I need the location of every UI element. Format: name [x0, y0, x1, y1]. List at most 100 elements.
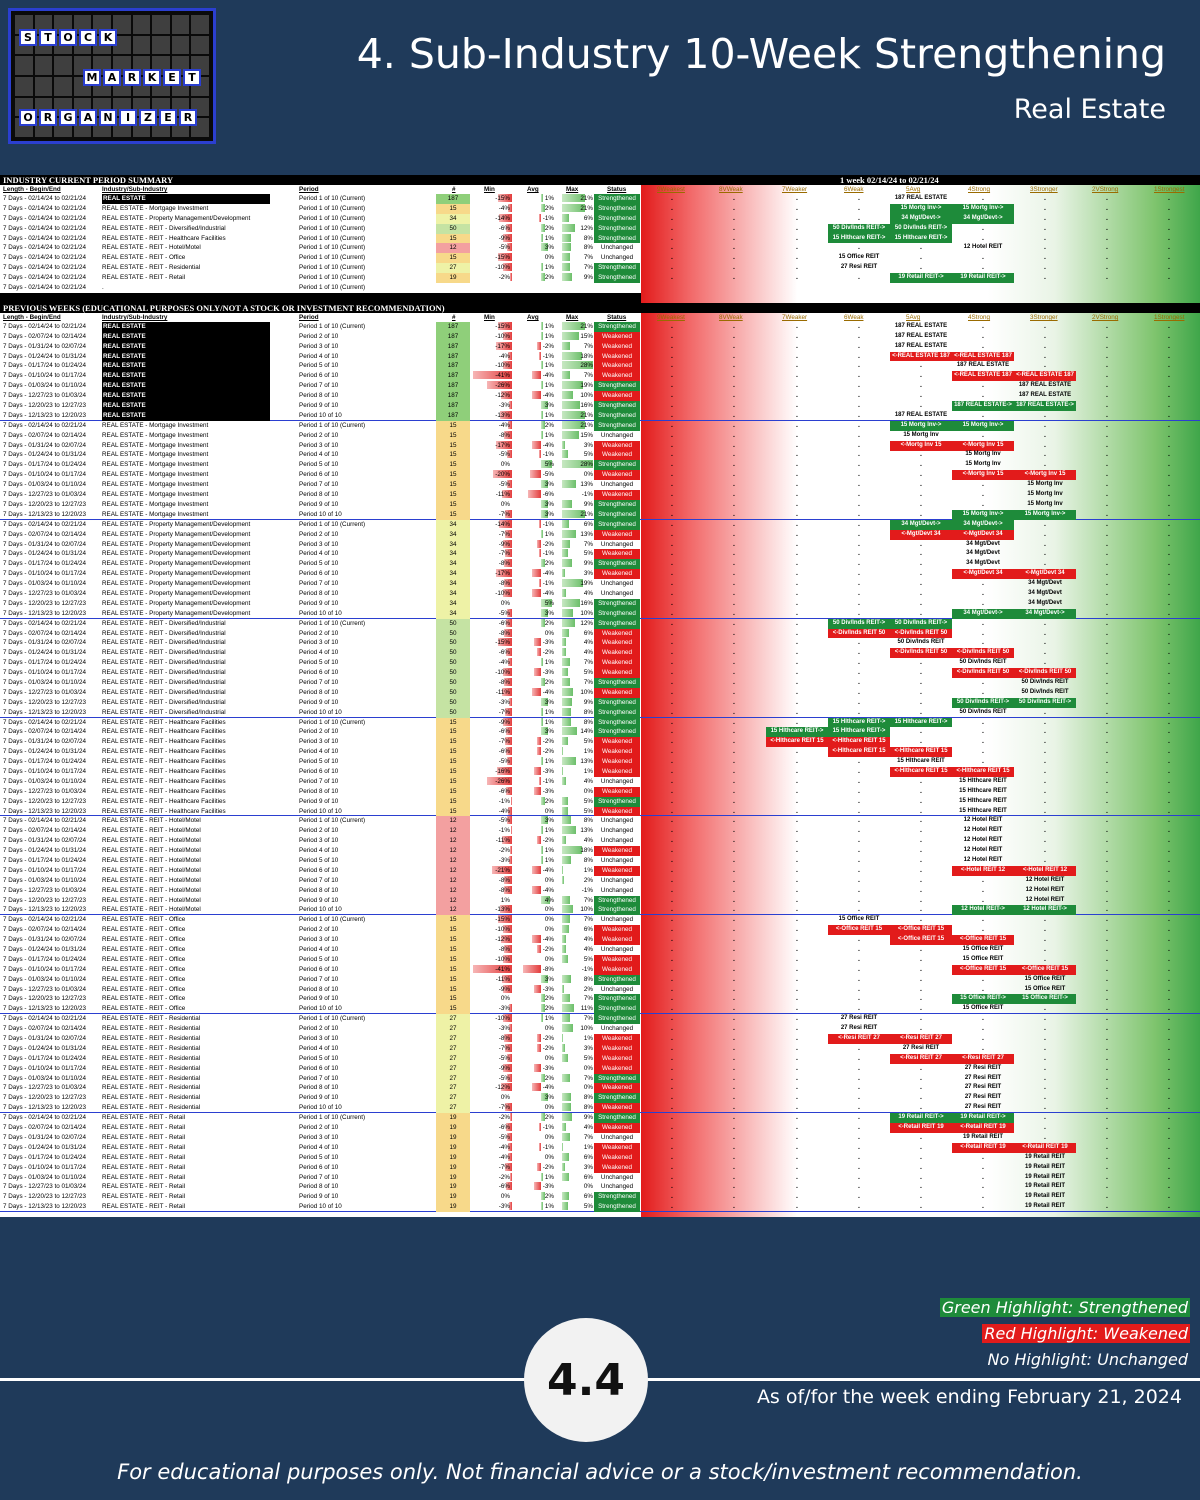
- position-marker: 19 Retail REIT->: [890, 1113, 952, 1124]
- avg-bar: [541, 1202, 544, 1211]
- scale-dot: .: [733, 1173, 735, 1181]
- scale-dot: .: [671, 1153, 673, 1161]
- scale-dot: .: [1106, 500, 1108, 508]
- row-count: 27: [436, 1043, 470, 1054]
- scale-dot: .: [982, 886, 984, 894]
- row-date-range: 7 Days - 01/24/24 to 01/31/24: [3, 1143, 86, 1151]
- scale-dot: .: [671, 274, 673, 282]
- scale-dot: .: [796, 411, 798, 419]
- scale-dot: .: [1168, 1035, 1170, 1043]
- row-period: Period 2 of 10: [299, 827, 339, 835]
- min-bar: [502, 588, 512, 597]
- row-date-range: 7 Days - 01/17/24 to 01/24/24: [3, 362, 86, 370]
- scale-dot: .: [1168, 451, 1170, 459]
- avg-bar: [541, 1192, 546, 1201]
- row-period: Period 10 of 10: [299, 1203, 342, 1211]
- position-marker: 27 Resi REIT: [840, 264, 878, 271]
- row-min: -9%: [498, 718, 510, 726]
- scale-dot: .: [796, 214, 798, 222]
- scale-dot: .: [733, 955, 735, 963]
- table-row: 7 Days - 02/07/24 to 02/14/24 REAL ESTATE…: [0, 826, 1200, 837]
- row-date-range: 7 Days - 01/24/24 to 01/31/24: [3, 946, 86, 954]
- row-count: 12: [436, 885, 470, 896]
- row-count: 15: [436, 499, 470, 510]
- max-bar: [562, 1192, 569, 1201]
- scale-dot: .: [733, 402, 735, 410]
- row-date-range: 7 Days - 12/20/23 to 12/27/23: [3, 402, 86, 410]
- avg-bar: [538, 1123, 541, 1132]
- scale-dot: .: [1044, 195, 1046, 202]
- scale-dot: .: [671, 1163, 673, 1171]
- scale-dot: .: [858, 362, 860, 370]
- row-industry: REAL ESTATE: [102, 194, 270, 204]
- scale-dot: .: [858, 461, 860, 469]
- row-count: 19: [436, 273, 470, 284]
- scale-dot: .: [733, 471, 735, 479]
- scale-dot: .: [671, 787, 673, 795]
- max-bar: [562, 796, 568, 805]
- row-avg: 2%: [544, 421, 554, 429]
- row-period: Period 5 of 10: [299, 955, 339, 963]
- logo-tile: [132, 15, 151, 34]
- row-status: Unchanged: [600, 589, 634, 597]
- row-min: -4%: [498, 421, 510, 429]
- row-avg: 4%: [544, 896, 554, 904]
- row-max: -1%: [581, 491, 593, 499]
- scale-dot: .: [1044, 936, 1046, 944]
- row-count: 15: [436, 757, 470, 767]
- row-max: 10%: [580, 906, 593, 914]
- row-avg: -2%: [542, 1163, 554, 1171]
- scale-dot: .: [920, 946, 922, 954]
- scale-dot: .: [1168, 441, 1170, 449]
- scale-dot: .: [1044, 777, 1046, 785]
- row-status: Weakened: [594, 1152, 640, 1163]
- logo-letter: E: [163, 69, 181, 86]
- row-min: -11%: [495, 837, 510, 845]
- row-industry: REAL ESTATE - REIT - Hotel/Motel: [102, 817, 201, 825]
- scale-dot: .: [920, 244, 922, 252]
- scale-dot: .: [858, 1104, 860, 1112]
- row-period: Period 3 of 10: [299, 738, 339, 746]
- scale-dot: .: [1106, 688, 1108, 696]
- row-count: 34: [436, 213, 470, 224]
- scale-dot: .: [733, 728, 735, 736]
- max-bar: [562, 440, 566, 449]
- row-industry: REAL ESTATE - Property Management/Develo…: [102, 550, 251, 558]
- scale-dot: .: [982, 1193, 984, 1201]
- row-avg: -1%: [542, 1124, 554, 1132]
- position-marker: <-Hlthcare REIT 15: [890, 747, 952, 758]
- scale-dot: .: [671, 402, 673, 410]
- scale-dot: .: [858, 431, 860, 439]
- scale-dot: .: [1106, 481, 1108, 489]
- min-bar: [503, 717, 512, 726]
- row-industry: REAL ESTATE - Property Management/Develo…: [102, 530, 251, 538]
- avg-bar: [541, 1004, 546, 1013]
- row-status: Strengthened: [594, 499, 640, 510]
- row-industry: REAL ESTATE - REIT - Diversified/Industr…: [102, 659, 226, 667]
- row-period: Period 9 of 10: [299, 995, 339, 1003]
- row-industry: REAL ESTATE - REIT - Office: [102, 975, 186, 983]
- row-min: -41%: [495, 965, 510, 973]
- scale-dot: .: [982, 639, 984, 647]
- scale-dot: .: [671, 1005, 673, 1013]
- row-industry: REAL ESTATE - REIT - Hotel/Motel: [102, 837, 201, 845]
- position-marker: 19 Retail REIT: [1024, 1153, 1065, 1160]
- position-marker: 34 Mgt/Devt: [1028, 580, 1062, 587]
- scale-dot: .: [858, 688, 860, 696]
- max-bar: [562, 915, 570, 924]
- scale-dot: .: [1168, 500, 1170, 508]
- row-industry: REAL ESTATE - REIT - Office: [102, 995, 186, 1003]
- scale-dot: .: [733, 392, 735, 400]
- position-marker: 27 Resi REIT: [964, 1104, 1002, 1111]
- row-max: 19%: [580, 580, 593, 588]
- row-max: 3%: [583, 570, 593, 578]
- row-date-range: 7 Days - 02/14/24 to 02/21/24: [3, 1114, 86, 1122]
- row-count: 15: [436, 984, 470, 995]
- scale-dot: .: [796, 1064, 798, 1072]
- row-period: Period 1 of 10 (Current): [299, 244, 366, 252]
- row-max: 8%: [583, 857, 593, 864]
- row-date-range: 7 Days - 01/03/24 to 01/10/24: [3, 1074, 86, 1082]
- row-status: Weakened: [594, 470, 640, 481]
- scale-dot: .: [1168, 234, 1170, 242]
- position-marker: 15 Hlthcare REIT->: [828, 727, 890, 738]
